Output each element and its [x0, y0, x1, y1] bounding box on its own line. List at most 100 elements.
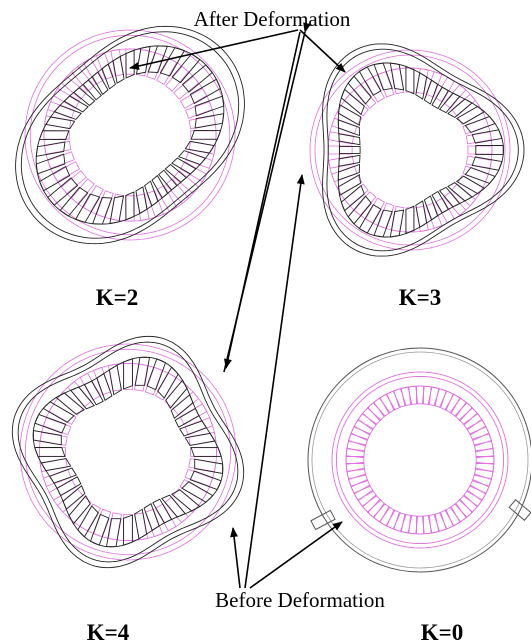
- panel-label: K=4: [87, 620, 130, 644]
- tooth: [332, 118, 357, 134]
- tooth: [354, 85, 376, 109]
- tooth: [126, 50, 134, 78]
- tooth: [390, 210, 403, 237]
- tooth: [463, 490, 481, 506]
- tooth: [135, 357, 149, 385]
- tooth: [175, 409, 199, 428]
- tooth: [406, 66, 414, 93]
- tooth: [348, 76, 371, 104]
- tooth: [339, 147, 360, 154]
- tooth: [36, 154, 65, 174]
- tooth: [190, 471, 221, 490]
- tooth: [354, 192, 376, 216]
- tooth: [467, 420, 486, 435]
- tooth: [444, 192, 466, 216]
- tooth: [380, 394, 395, 413]
- ring-outline: [25, 30, 235, 240]
- tooth: [136, 194, 149, 220]
- tooth: [124, 515, 133, 541]
- arrow: [233, 528, 240, 588]
- tooth: [71, 387, 94, 409]
- tooth: [416, 73, 427, 99]
- ring-outline: [18, 342, 238, 562]
- tooth: [345, 94, 369, 116]
- tooth: [191, 131, 216, 139]
- arrow: [250, 522, 342, 588]
- tooth: [339, 134, 360, 145]
- tooth: [380, 507, 395, 526]
- ring-outline: [16, 26, 245, 243]
- tooth: [74, 88, 95, 106]
- tooth: [329, 132, 354, 144]
- panel-label: K=0: [421, 620, 464, 644]
- tooth: [468, 146, 492, 154]
- tooth: [436, 198, 455, 223]
- tooth: [406, 208, 414, 232]
- tooth: [85, 381, 104, 405]
- frame-outline: [308, 348, 531, 572]
- tooth: [378, 203, 394, 228]
- tooth: [472, 474, 491, 486]
- tooth: [172, 490, 200, 511]
- tooth: [43, 418, 70, 435]
- tooth: [328, 146, 352, 154]
- tooth: [60, 187, 88, 216]
- tooth: [165, 165, 186, 183]
- tooth: [434, 512, 446, 531]
- tooth: [345, 184, 369, 206]
- tooth: [339, 155, 360, 166]
- tooth: [173, 489, 198, 512]
- tooth: [111, 50, 124, 76]
- tooth: [174, 77, 199, 100]
- ring-outline: [33, 357, 223, 547]
- tooth: [43, 402, 74, 423]
- tooth: [35, 415, 66, 434]
- tooth: [145, 509, 162, 536]
- tooth: [136, 187, 147, 214]
- tooth: [432, 192, 448, 213]
- tooth: [182, 482, 213, 503]
- tooth: [432, 87, 448, 108]
- tooth: [374, 503, 390, 521]
- tooth: [158, 367, 179, 398]
- tooth: [113, 57, 124, 84]
- tooth: [195, 114, 224, 128]
- tooth: [191, 448, 217, 457]
- tooth: [465, 168, 495, 184]
- tooth: [183, 65, 213, 92]
- tooth: [33, 431, 61, 445]
- tooth: [374, 63, 392, 90]
- tooth: [339, 105, 361, 126]
- tooth: [445, 507, 460, 526]
- tooth: [465, 117, 495, 133]
- tooth: [467, 485, 486, 500]
- tooth: [63, 486, 85, 509]
- tooth: [173, 392, 198, 415]
- arrow: [300, 30, 345, 72]
- tooth: [463, 166, 488, 182]
- tooth: [56, 393, 84, 414]
- tooth: [436, 77, 455, 102]
- tooth: [61, 171, 86, 194]
- tooth: [124, 364, 133, 390]
- tooth: [165, 382, 188, 407]
- tooth: [378, 72, 394, 97]
- tooth: [349, 474, 368, 486]
- ring-outline: [315, 55, 505, 245]
- ring-outline: [36, 46, 224, 224]
- tooth: [434, 389, 446, 408]
- ring-outline: [327, 49, 518, 251]
- tooth: [91, 514, 110, 545]
- tooth: [359, 67, 381, 95]
- tooth: [165, 497, 188, 522]
- tooth: [476, 145, 503, 154]
- tooth: [390, 63, 403, 90]
- tooth: [452, 184, 476, 206]
- tooth: [452, 94, 476, 116]
- tooth: [463, 118, 488, 134]
- ring-outline: [12, 336, 243, 567]
- tooth: [445, 394, 460, 413]
- tooth: [78, 506, 99, 537]
- tooth: [68, 497, 91, 522]
- arrow: [224, 32, 305, 372]
